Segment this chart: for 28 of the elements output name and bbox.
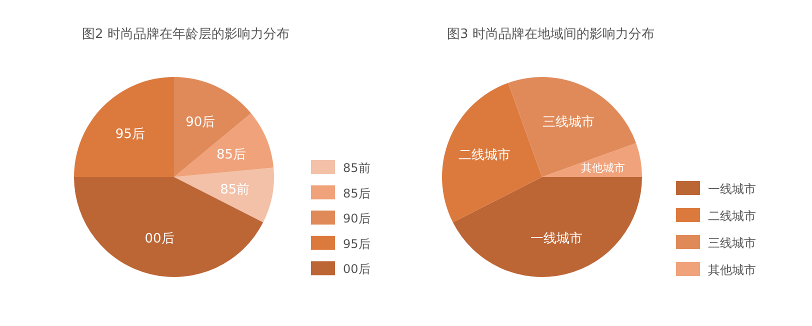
legend-label: 二线城市 [708,209,756,223]
legend-label: 85后 [343,186,370,200]
legend-label: 一线城市 [708,182,756,196]
legend-label: 三线城市 [708,236,756,250]
slice-label: 三线城市 [542,114,594,130]
slice-label: 二线城市 [458,148,510,164]
slice-label: 其他城市 [581,161,626,174]
pie-slice [174,113,274,177]
slice-label: 90后 [186,114,216,130]
legend-label: 85前 [343,161,370,175]
pie-slice [174,168,274,222]
chart-title: 图2 时尚品牌在年龄层的影响力分布 [82,27,290,42]
slice-label: 85后 [216,147,246,162]
chart-title: 图3 时尚品牌在地域间的影响力分布 [447,27,654,42]
legend-label: 95后 [343,236,370,251]
slice-label: 00后 [144,231,174,246]
legend-label: 90后 [343,212,370,226]
slice-label: 95后 [115,127,145,142]
pie-slice [508,77,636,177]
pie-slice [74,77,174,177]
slice-label: 85前 [220,182,250,198]
pie-slice [452,177,642,277]
slice-label: 一线城市 [530,231,582,246]
legend-label: 其他城市 [708,263,756,277]
legend-label: 00后 [343,262,370,276]
pie-slice [74,177,264,277]
pie-slice [174,77,252,177]
pie-slice [442,82,542,222]
